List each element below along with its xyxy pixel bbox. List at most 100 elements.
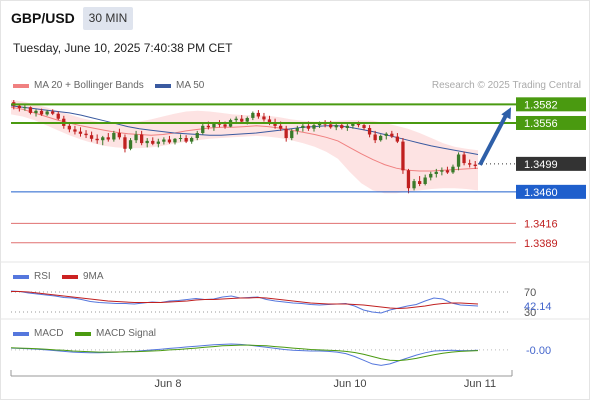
candle-body	[17, 105, 21, 108]
macd-line	[10, 343, 479, 366]
candle-body	[51, 111, 55, 114]
candle-body	[456, 154, 461, 167]
rsi-value-label: 42.14	[524, 301, 552, 313]
candle-body	[367, 128, 372, 135]
candle-body	[134, 134, 138, 141]
candle-body	[95, 138, 99, 141]
candle-body	[34, 110, 38, 113]
candle-body	[39, 110, 44, 115]
legend-ma50-label: MA 50	[176, 80, 205, 91]
rsi-label-70: 70	[524, 287, 536, 299]
candle-body	[462, 154, 466, 164]
candle-body	[301, 125, 305, 128]
candle-body	[101, 137, 105, 141]
candle-body	[184, 138, 188, 142]
candle-body	[256, 112, 260, 117]
rsi-ma-swatch	[62, 274, 78, 279]
candle-body	[167, 139, 172, 143]
candle-body	[473, 164, 477, 166]
candle-body	[440, 170, 444, 172]
candle-body	[406, 170, 411, 189]
datetime-label: Tuesday, June 10, 2025 7:40:38 PM CET	[13, 41, 233, 55]
candle-body	[162, 139, 166, 142]
candle-body	[201, 125, 205, 133]
target-label-1: 1.3416	[524, 218, 558, 230]
current-price-label: 1.3499	[524, 159, 558, 171]
candle-body	[373, 134, 377, 141]
legend-ma20-label: MA 20 + Bollinger Bands	[34, 80, 144, 91]
ma50-line	[10, 105, 479, 155]
support-label: 1.3460	[524, 187, 558, 199]
candle-body	[240, 118, 244, 122]
candle-body	[106, 137, 110, 140]
ma50-swatch	[155, 83, 171, 88]
candle-body	[156, 141, 160, 144]
legend-rsi-label: RSI	[34, 271, 51, 282]
candle-body	[89, 135, 94, 139]
candle-body	[362, 125, 366, 128]
legend-rsi-ma: 9MA	[62, 271, 104, 282]
rsi-label-30: 30	[524, 307, 536, 319]
legend-macd-signal-label: MACD Signal	[96, 328, 157, 339]
x-tick-label: Jun 10	[333, 378, 366, 390]
legend-rsi-ma-label: 9MA	[83, 271, 104, 282]
candle-body	[56, 113, 60, 119]
candle-body	[173, 138, 177, 143]
candle-body	[412, 181, 416, 189]
candle-body	[390, 133, 394, 137]
support-tag	[516, 184, 586, 199]
candle-body	[445, 170, 450, 173]
candle-body	[267, 119, 272, 123]
macd-value-label: -0.00	[526, 345, 551, 357]
candle-body	[78, 131, 83, 134]
legend-macd-label: MACD	[34, 328, 64, 339]
candle-body	[290, 130, 294, 139]
candle-body	[340, 125, 344, 128]
x-tick-label: Jun 8	[155, 378, 182, 390]
target-label-2: 1.3389	[524, 238, 558, 250]
candle-body	[190, 138, 194, 142]
candle-body	[418, 181, 422, 184]
candle-body	[140, 134, 144, 144]
candle-body	[284, 128, 288, 138]
resistance-2-tag	[516, 115, 586, 130]
rsi-line	[10, 290, 479, 314]
current-price-tag	[516, 156, 586, 171]
candle-body	[128, 140, 133, 149]
candle-body	[212, 123, 216, 128]
candle-body	[206, 125, 210, 128]
candle-body	[351, 123, 355, 126]
ma20-swatch	[13, 83, 29, 88]
candle-body	[151, 140, 155, 144]
candle-body	[334, 125, 338, 128]
candle-body	[306, 125, 311, 129]
candle-body	[223, 124, 227, 127]
candle-body	[434, 171, 438, 174]
legend-macd-signal: MACD Signal	[75, 328, 156, 339]
timeframe-badge[interactable]: 30 MIN	[83, 7, 133, 30]
candle-body	[45, 111, 49, 115]
candle-body	[234, 118, 238, 121]
candle-body	[329, 124, 333, 128]
candle-body	[295, 128, 299, 131]
x-tick-label: Jun 11	[464, 378, 496, 390]
candle-body	[356, 123, 361, 126]
macd-swatch	[13, 331, 29, 336]
legend-rsi: RSI	[13, 271, 51, 282]
candle-body	[117, 133, 121, 138]
candle-body	[178, 138, 183, 139]
macd-signal-line	[10, 344, 479, 362]
candle-body	[468, 163, 472, 165]
candle-body	[317, 123, 322, 126]
candle-body	[379, 135, 383, 141]
candle-body	[395, 136, 399, 142]
rsi-swatch	[13, 274, 29, 279]
legend-macd: MACD	[13, 328, 63, 339]
candle-body	[345, 125, 349, 128]
candle-body	[262, 116, 266, 120]
candle-body	[23, 107, 27, 109]
resistance-2-label: 1.3556	[524, 118, 558, 130]
candle-body	[123, 137, 127, 149]
credit-label: Research © 2025 Trading Central	[431, 80, 581, 91]
